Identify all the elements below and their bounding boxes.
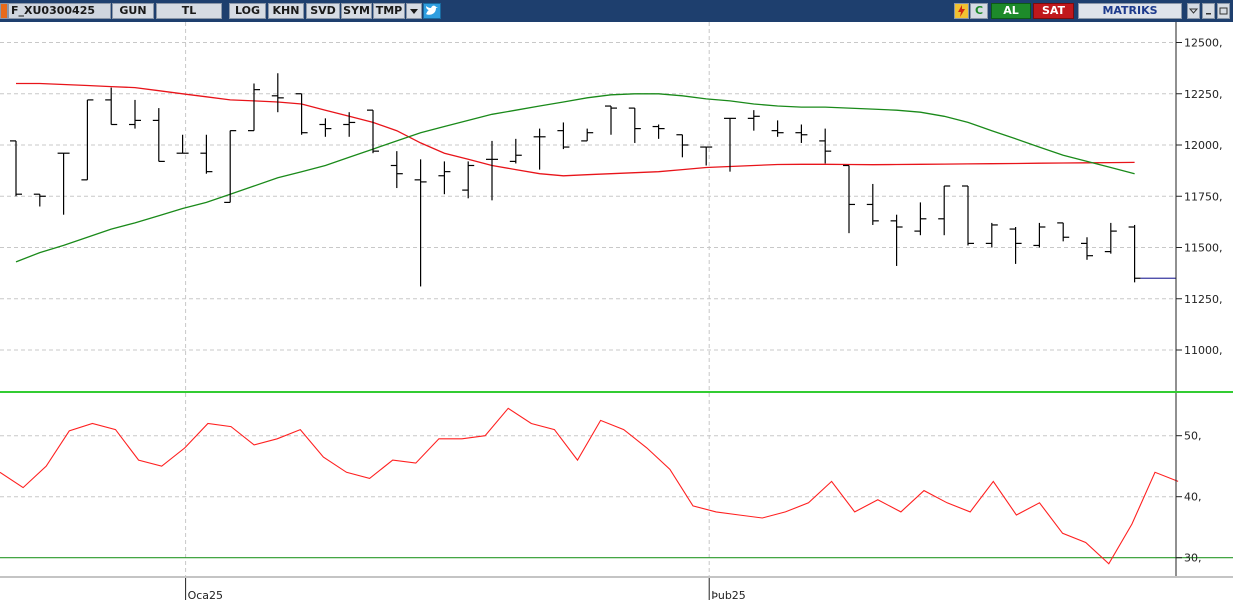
collapse-icon[interactable] — [1187, 3, 1200, 19]
ohlc-bar — [248, 83, 260, 132]
ohlc-bar — [866, 183, 879, 225]
ohlc-bar — [819, 128, 832, 164]
ohlc-bar — [1104, 222, 1117, 254]
khn-button[interactable]: KHN — [268, 3, 304, 19]
ohlc-bar — [1081, 237, 1093, 260]
symbol-label[interactable]: F_XU0300425 — [8, 3, 111, 19]
ohlc-bar — [462, 161, 475, 199]
ohlc-bar — [343, 112, 356, 137]
ohlc-bar — [33, 193, 46, 207]
currency-button[interactable]: TL — [156, 3, 222, 19]
ohlc-bar — [890, 214, 903, 266]
ohlc-bar — [224, 130, 237, 203]
moving-average-fast-line — [16, 82, 1135, 177]
lightning-icon[interactable] — [954, 3, 969, 19]
rsi-tick-label: 40, — [1184, 491, 1202, 504]
ohlc-bar — [676, 134, 689, 158]
price-tick-label: 11000, — [1184, 344, 1223, 357]
log-button[interactable]: LOG — [229, 3, 266, 19]
moving-average-slow-line — [15, 93, 1135, 263]
buy-button[interactable]: AL — [991, 3, 1031, 19]
ohlc-bar — [581, 128, 594, 142]
ohlc-bar — [200, 134, 213, 174]
price-tick-label: 11500, — [1184, 242, 1223, 255]
ohlc-bar — [1033, 222, 1046, 248]
minimize-icon[interactable] — [1202, 3, 1215, 19]
ohlc-bar — [771, 120, 784, 137]
sym-button[interactable]: SYM — [341, 3, 372, 19]
price-tick-label: 11250, — [1184, 293, 1223, 306]
sell-button[interactable]: SAT — [1033, 3, 1074, 19]
ohlc-bar — [962, 185, 974, 246]
ohlc-bar — [319, 118, 332, 137]
ohlc-bar — [747, 110, 760, 131]
price-tick-label: 11750, — [1184, 190, 1223, 203]
rsi-tick-label: 50, — [1184, 430, 1202, 443]
maximize-icon[interactable] — [1217, 3, 1230, 19]
ohlc-bar — [295, 93, 308, 135]
ohlc-bar — [1057, 222, 1070, 242]
ohlc-bar — [152, 108, 165, 162]
ohlc-bar — [486, 140, 498, 201]
chart-toolbar: F_XU0300425 GUN TL LOG KHN SVD SYM TMP C… — [0, 0, 1233, 22]
brand-label: MATRIKS — [1078, 3, 1182, 19]
ohlc-bar — [652, 124, 665, 139]
ohlc-bar — [533, 128, 546, 170]
ohlc-bar — [700, 146, 713, 166]
ohlc-bar — [10, 140, 22, 197]
ohlc-bar — [1128, 224, 1141, 283]
tmp-button[interactable]: TMP — [373, 3, 405, 19]
ohlc-bar — [605, 105, 617, 135]
ohlc-bar — [509, 138, 522, 164]
ohlc-bar — [628, 107, 641, 143]
ohlc-bar — [176, 134, 189, 154]
period-button[interactable]: GUN — [112, 3, 154, 19]
rsi-line — [0, 407, 1179, 565]
ohlc-bar — [724, 117, 736, 172]
date-tick-label: Oca25 — [188, 589, 223, 602]
ohlc-bar — [105, 87, 118, 126]
chart-menu-icon[interactable] — [0, 3, 8, 19]
dropdown-icon[interactable] — [406, 3, 422, 19]
ohlc-bar — [557, 122, 570, 150]
twitter-icon[interactable] — [423, 3, 441, 19]
ohlc-bar — [438, 161, 451, 195]
date-tick-label: Þub25 — [711, 589, 746, 602]
svd-button[interactable]: SVD — [306, 3, 340, 19]
price-tick-label: 12000, — [1184, 139, 1223, 152]
ohlc-bar — [914, 202, 927, 236]
ohlc-bar — [414, 159, 427, 287]
ohlc-bar — [367, 109, 379, 154]
ohlc-bar — [985, 222, 998, 248]
ohlc-bar — [843, 164, 855, 234]
ohlc-bar — [271, 73, 284, 113]
ohlc-bar — [57, 152, 70, 215]
rsi-tick-label: 30, — [1184, 552, 1202, 565]
price-tick-label: 12500, — [1184, 37, 1223, 50]
ohlc-bar — [390, 151, 403, 189]
ohlc-bar — [129, 99, 141, 129]
ohlc-bar — [795, 124, 808, 143]
ohlc-bar — [81, 99, 94, 181]
ohlc-bar — [938, 185, 951, 236]
refresh-button[interactable]: C — [970, 3, 988, 19]
ohlc-bar — [1009, 227, 1022, 264]
price-tick-label: 12250, — [1184, 88, 1223, 101]
